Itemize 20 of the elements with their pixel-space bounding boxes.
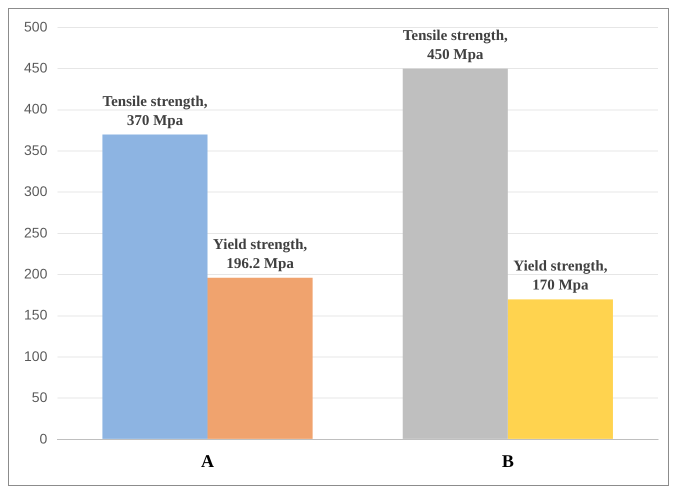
data-label: Yield strength, 196.2 Mpa (212, 237, 308, 272)
data-label: Yield strength, 170 Mpa (513, 258, 608, 294)
y-tick-label: 250 (24, 224, 48, 240)
y-tick-label: 0 (40, 430, 48, 446)
y-tick-label: 350 (24, 142, 48, 158)
y-tick-label: 500 (24, 18, 48, 34)
data-label: Tensile strength, 450 Mpa (402, 28, 508, 63)
x-tick-label: B (502, 450, 514, 471)
data-label: Tensile strength, 370 Mpa (102, 94, 208, 129)
y-tick-label: 150 (24, 306, 48, 323)
y-tick-label: 400 (24, 100, 48, 117)
y-tick-label: 100 (24, 348, 48, 364)
x-tick-label: A (201, 450, 214, 471)
bar (102, 134, 208, 439)
y-tick-label: 300 (24, 183, 48, 200)
y-tick-label: 200 (24, 265, 48, 282)
bar (508, 299, 613, 439)
y-tick-label: 50 (32, 389, 48, 406)
y-tick-label: 450 (24, 59, 48, 76)
bar (208, 278, 313, 439)
